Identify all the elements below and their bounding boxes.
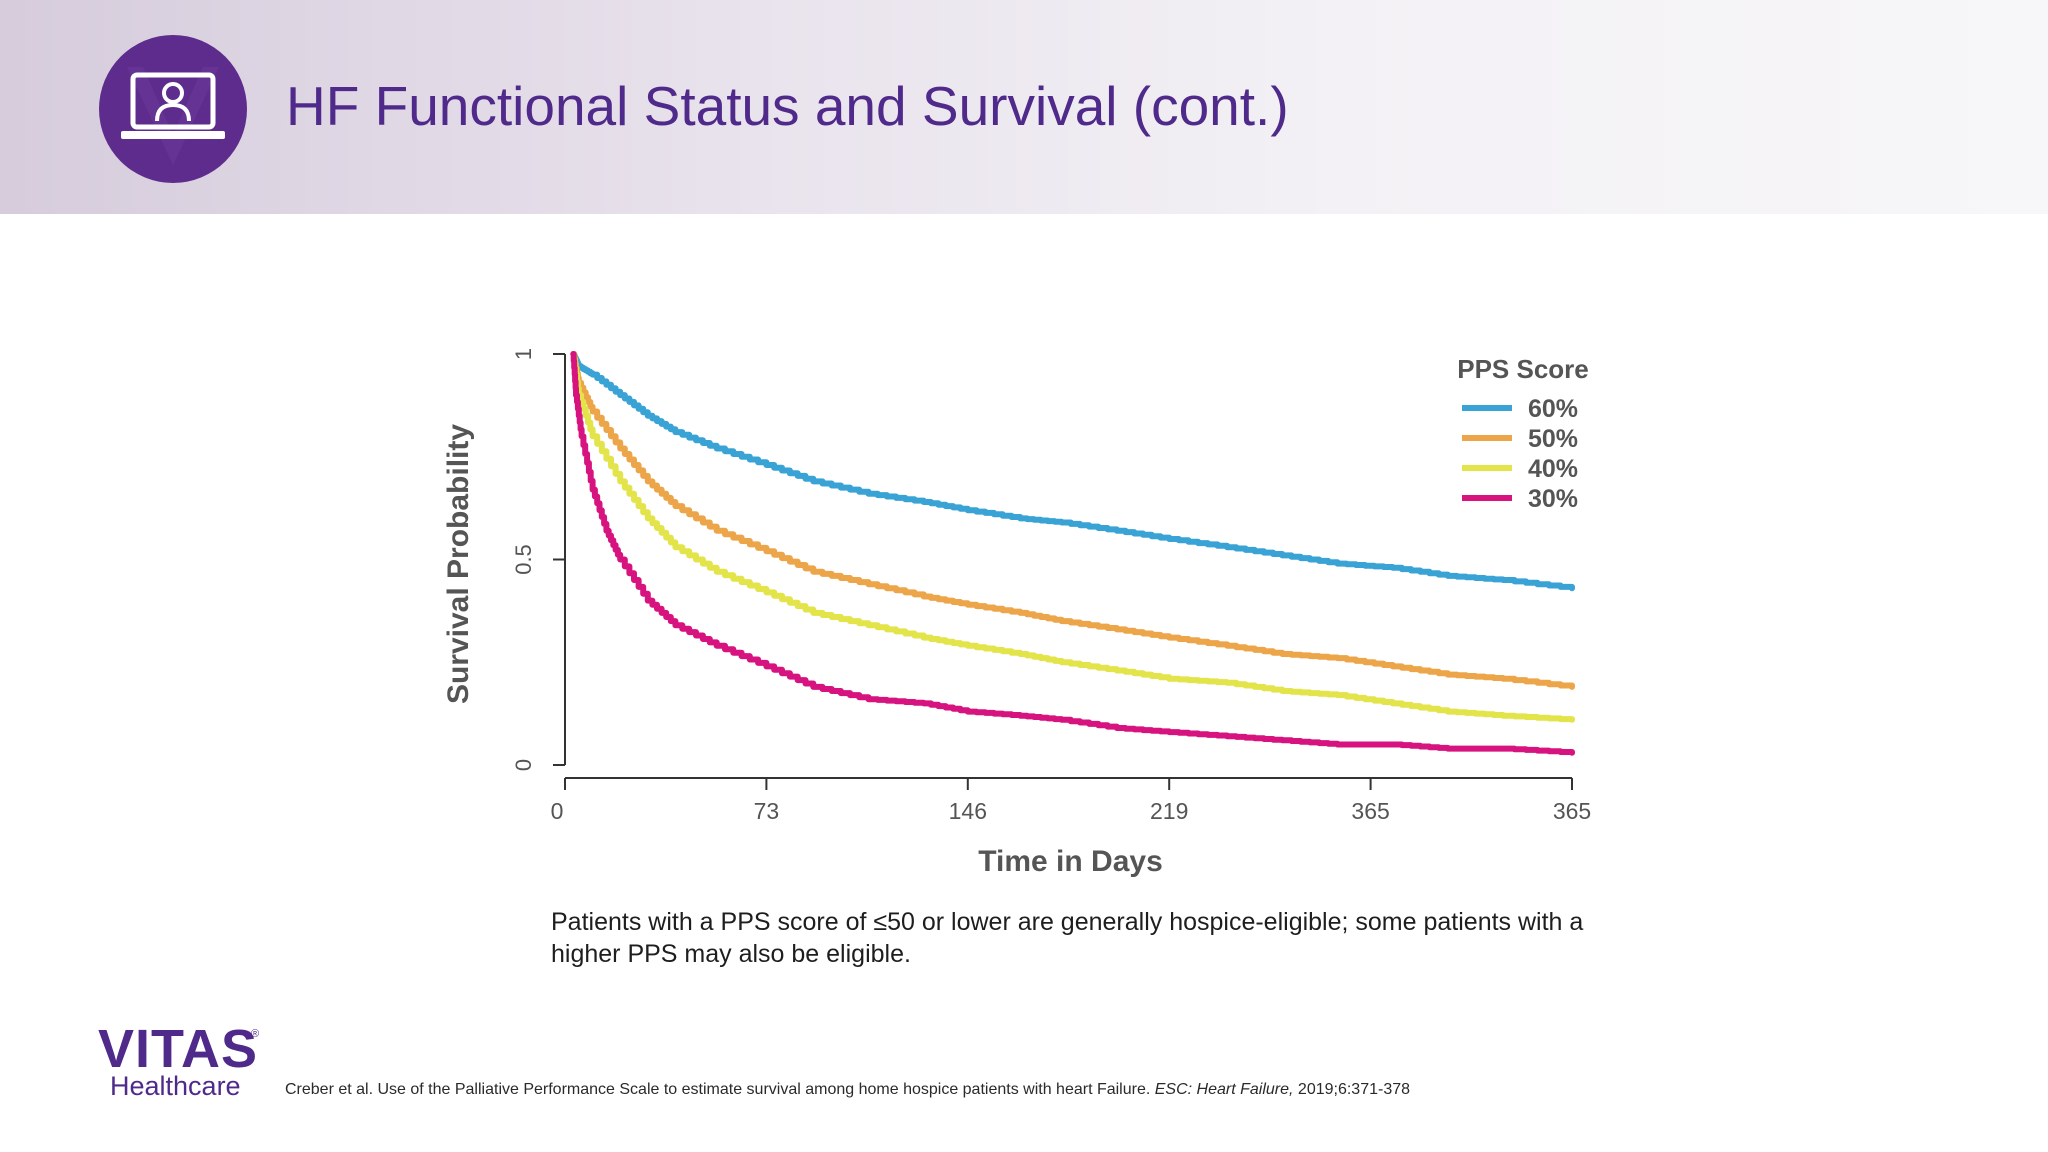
y-tick-label: 1 [511,348,536,360]
page-title: HF Functional Status and Survival (cont.… [286,75,1289,137]
legend-label: 50% [1528,425,1578,453]
x-tick-label: 365 [1351,798,1389,824]
series-line-50pct [570,351,1575,690]
chart-series [570,351,1575,756]
legend-label: 30% [1528,485,1578,513]
chart-axes: 0 0.5 1 0 73 146 219 365 365 Time in Days Survival… [442,348,1591,878]
chart-caption: Patients with a PPS score of ≤50 or lowe… [551,908,1584,968]
header-banner: HF Functional Status and Survival (cont.… [0,0,2048,214]
x-tick-label: 0 [551,798,564,824]
citation-journal: ESC: Heart Failure, [1154,1081,1294,1098]
x-tick-label: 219 [1150,798,1188,824]
legend-label: 40% [1528,455,1578,483]
vitas-logo: VITAS [98,1019,259,1079]
y-tick-label: 0 [511,759,536,771]
citation-details: 2019;6:371-378 [1293,1081,1411,1098]
logo-subtitle: Healthcare [110,1071,241,1101]
chart-legend: PPS Score 60%50%40%30% [1457,354,1589,513]
x-tick-label: 146 [949,798,987,824]
y-axis-title: Survival Probability [442,424,475,704]
series-line-40pct [570,351,1575,723]
legend-title: PPS Score [1457,354,1589,384]
logo-registered-mark: ® [251,1028,260,1040]
x-tick-label: 73 [754,798,780,824]
y-tick-label: 0.5 [511,544,536,575]
citation-text: Creber et al. Use of the Palliative Perf… [285,1081,1155,1098]
series-line-30pct [570,351,1575,756]
citation: Creber et al. Use of the Palliative Perf… [285,1081,1410,1099]
legend-label: 60% [1528,395,1578,423]
x-tick-label: 365 [1553,798,1591,824]
laptop-user-icon [99,35,247,183]
series-line-60pct [570,351,1575,592]
x-axis-title: Time in Days [978,845,1163,878]
